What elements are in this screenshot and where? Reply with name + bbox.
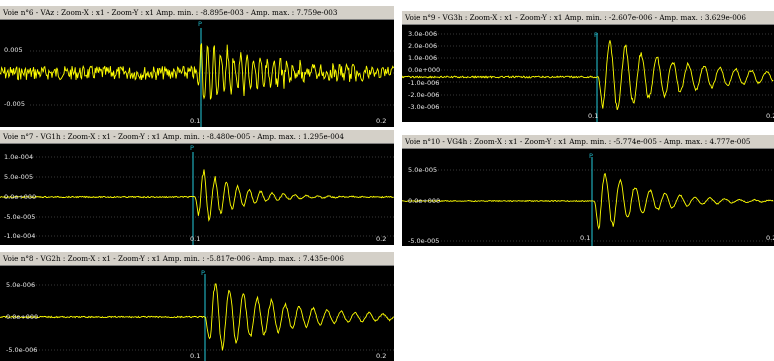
p-marker-label: P — [198, 20, 202, 28]
x-tick-label: 0.2 — [766, 112, 774, 120]
waveform-svg — [0, 28, 394, 127]
channel-panel-voie-9: Voie n°9 - VG3h : Zoom-X : x1 - Zoom-Y :… — [402, 11, 774, 122]
y-tick-label: -5.0e-006 — [6, 346, 38, 354]
waveform-svg — [402, 33, 774, 122]
y-tick-label: 3.0e-006 — [408, 30, 438, 38]
y-tick-label: -3.0e-006 — [408, 103, 440, 111]
p-marker-label: P — [190, 144, 194, 152]
p-marker-label: P — [594, 31, 598, 39]
y-tick-label: 0.0e+000 — [408, 66, 441, 74]
y-tick-label: 0.0e+000 — [4, 193, 37, 201]
x-tick-label: 0.2 — [376, 235, 387, 243]
channel-panel-voie-6: Voie n°6 - VAz : Zoom-X : x1 - Zoom-Y : … — [0, 6, 394, 127]
p-marker-label: P — [201, 269, 205, 277]
waveform-plot[interactable]: 3.0e-006 2.0e-006 1.0e-006 0.0e+000 -1.0… — [402, 25, 774, 122]
y-tick-label: -1.0e-006 — [408, 79, 440, 87]
x-tick-label: 0.2 — [766, 234, 774, 242]
channel-panel-voie-7: Voie n°7 - VG1h : Zoom-X : x1 - Zoom-Y :… — [0, 130, 394, 245]
waveform-svg — [402, 157, 774, 246]
seismic-trace — [0, 42, 394, 100]
y-tick-label: -2.0e-006 — [408, 91, 440, 99]
channel-title: Voie n°9 - VG3h : Zoom-X : x1 - Zoom-Y :… — [402, 11, 774, 25]
y-tick-label: 0.0e+000 — [6, 313, 39, 321]
y-tick-label: -0.005 — [4, 100, 25, 108]
waveform-plot[interactable]: 1.0e-004 5.0e-005 0.0e+000 -5.0e-005 -1.… — [0, 144, 394, 245]
channel-title: Voie n°10 - VG4h : Zoom-X : x1 - Zoom-Y … — [402, 135, 774, 149]
waveform-svg — [0, 274, 394, 361]
y-tick-label: 5.0e-005 — [408, 166, 438, 174]
y-tick-label: 1.0e-006 — [408, 54, 438, 62]
waveform-plot[interactable]: 0.005 -0.005 P 0.1 0.2 — [0, 20, 394, 127]
channel-panel-voie-8: Voie n°8 - VG2h : Zoom-X : x1 - Zoom-Y :… — [0, 252, 394, 361]
x-tick-label: 0.1 — [190, 352, 201, 360]
x-tick-label: 0.1 — [190, 117, 201, 125]
waveform-svg — [0, 152, 394, 245]
y-tick-label: 2.0e-006 — [408, 42, 438, 50]
x-tick-label: 0.2 — [376, 117, 387, 125]
y-tick-label: 5.0e-006 — [6, 281, 36, 289]
seismic-trace — [402, 40, 774, 111]
y-tick-label: 5.0e-005 — [4, 173, 34, 181]
x-tick-label: 0.1 — [190, 235, 201, 243]
x-tick-label: 0.1 — [580, 234, 591, 242]
seismic-trace — [402, 172, 774, 230]
x-tick-label: 0.1 — [588, 112, 599, 120]
y-tick-label: -5.0e-005 — [408, 237, 440, 245]
x-tick-label: 0.2 — [376, 352, 387, 360]
y-tick-label: 1.0e-004 — [4, 153, 34, 161]
channel-title: Voie n°8 - VG2h : Zoom-X : x1 - Zoom-Y :… — [0, 252, 394, 266]
y-tick-label: 0.0e+000 — [408, 197, 441, 205]
channel-panel-voie-10: Voie n°10 - VG4h : Zoom-X : x1 - Zoom-Y … — [402, 135, 774, 246]
waveform-plot[interactable]: 5.0e-005 0.0e+000 -5.0e-005 P 0.1 0.2 — [402, 149, 774, 246]
y-tick-label: -5.0e-005 — [4, 213, 36, 221]
channel-title: Voie n°7 - VG1h : Zoom-X : x1 - Zoom-Y :… — [0, 130, 394, 144]
y-tick-label: -1.0e-004 — [4, 232, 36, 240]
waveform-plot[interactable]: 5.0e-006 0.0e+000 -5.0e-006 P 0.1 0.2 — [0, 266, 394, 361]
y-tick-label: 0.005 — [4, 46, 23, 54]
p-marker-label: P — [589, 152, 593, 160]
channel-title: Voie n°6 - VAz : Zoom-X : x1 - Zoom-Y : … — [0, 6, 394, 20]
seismic-trace — [0, 169, 394, 222]
seismic-trace — [0, 283, 394, 351]
